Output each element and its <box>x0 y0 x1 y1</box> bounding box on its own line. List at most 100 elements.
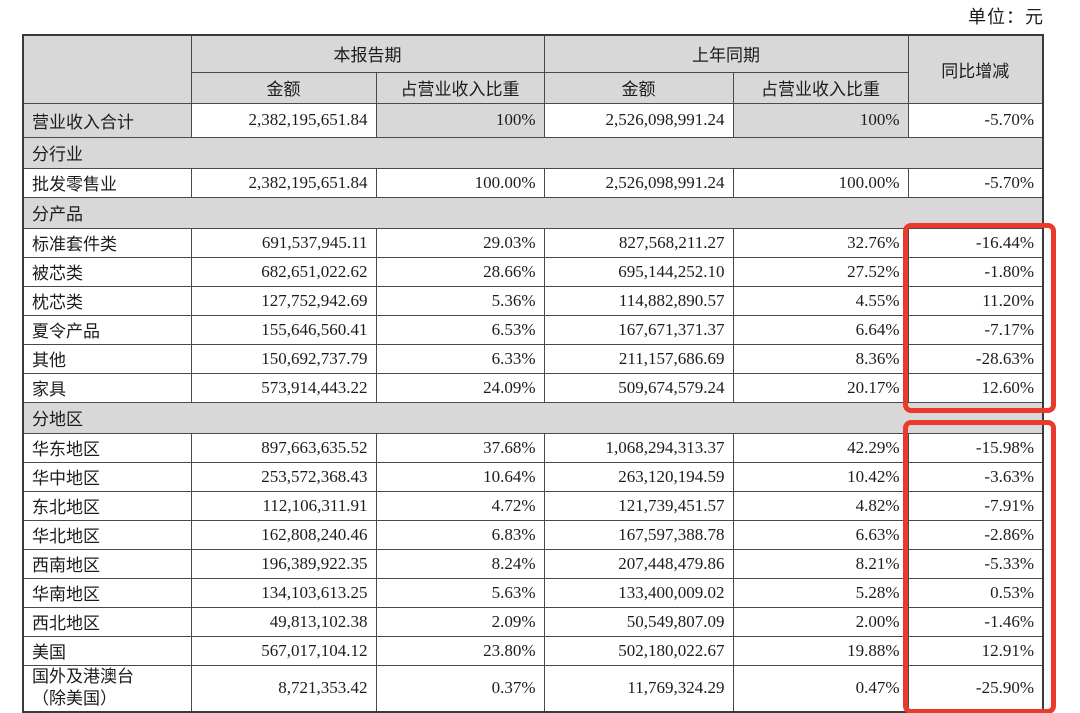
current-amount-cell: 162,808,240.46 <box>190 519 377 550</box>
section-row: 分地区 <box>22 401 1044 434</box>
prior-amount-cell: 502,180,022.67 <box>543 635 734 666</box>
yoy-cell: -1.80% <box>907 256 1044 287</box>
prior-pct-cell: 6.64% <box>732 314 909 345</box>
current-amount-header: 金额 <box>190 71 377 104</box>
current-amount-cell: 49,813,102.38 <box>190 606 377 637</box>
prior-amount-cell: 114,882,890.57 <box>543 285 734 316</box>
row-label: 美国 <box>22 635 192 666</box>
table-row: 华东地区 897,663,635.52 37.68% 1,068,294,313.37… <box>22 432 1044 463</box>
prior-amount-cell: 2,526,098,991.24 <box>543 102 734 138</box>
section-label: 分地区 <box>22 401 1044 434</box>
current-pct-cell: 23.80% <box>375 635 545 666</box>
row-label: 枕芯类 <box>22 285 192 316</box>
row-label: 华中地区 <box>22 461 192 492</box>
table-row: 美国 567,017,104.12 23.80% 502,180,022.67 19.8… <box>22 635 1044 666</box>
current-pct-cell: 24.09% <box>375 372 545 403</box>
yoy-cell: -3.63% <box>907 461 1044 492</box>
current-amount-cell: 897,663,635.52 <box>190 432 377 463</box>
table-row: 枕芯类 127,752,942.69 5.36% 114,882,890.57 4.55… <box>22 285 1044 316</box>
current-pct-cell: 28.66% <box>375 256 545 287</box>
row-label: 批发零售业 <box>22 167 192 198</box>
current-pct-header: 占营业收入比重 <box>375 71 545 104</box>
prior-amount-cell: 11,769,324.29 <box>543 664 734 713</box>
current-amount-cell: 567,017,104.12 <box>190 635 377 666</box>
yoy-cell: -7.17% <box>907 314 1044 345</box>
prior-amount-cell: 827,568,211.27 <box>543 227 734 258</box>
prior-amount-cell: 167,671,371.37 <box>543 314 734 345</box>
prior-amount-cell: 695,144,252.10 <box>543 256 734 287</box>
table-row: 西南地区 196,389,922.35 8.24% 207,448,479.86 8.2… <box>22 548 1044 579</box>
current-pct-cell: 6.33% <box>375 343 545 374</box>
row-label-line1: 国外及港澳台 <box>32 666 134 686</box>
table-row: 华中地区 253,572,368.43 10.64% 263,120,194.59 10… <box>22 461 1044 492</box>
prior-amount-cell: 211,157,686.69 <box>543 343 734 374</box>
prior-pct-cell: 8.21% <box>732 548 909 579</box>
prior-pct-cell: 8.36% <box>732 343 909 374</box>
prior-pct-cell: 0.47% <box>732 664 909 713</box>
table-body: 营业收入合计 2,382,195,651.84 100% 2,526,098,991.… <box>22 102 1044 713</box>
current-amount-cell: 2,382,195,651.84 <box>190 102 377 138</box>
prior-amount-cell: 167,597,388.78 <box>543 519 734 550</box>
current-pct-cell: 5.36% <box>375 285 545 316</box>
section-row: 分行业 <box>22 136 1044 169</box>
prior-pct-cell: 10.42% <box>732 461 909 492</box>
current-amount-cell: 573,914,443.22 <box>190 372 377 403</box>
row-label: 西南地区 <box>22 548 192 579</box>
prior-pct-cell: 32.76% <box>732 227 909 258</box>
prior-pct-cell: 20.17% <box>732 372 909 403</box>
prior-pct-cell: 4.82% <box>732 490 909 521</box>
table-header: 本报告期 上年同期 同比增减 金额 占营业收入比重 金额 占营业收入比重 <box>22 34 1044 104</box>
current-pct-cell: 10.64% <box>375 461 545 492</box>
current-pct-cell: 2.09% <box>375 606 545 637</box>
yoy-cell: -7.91% <box>907 490 1044 521</box>
current-amount-cell: 150,692,737.79 <box>190 343 377 374</box>
prior-pct-cell: 6.63% <box>732 519 909 550</box>
yoy-cell: -16.44% <box>907 227 1044 258</box>
yoy-cell: 12.91% <box>907 635 1044 666</box>
row-label: 被芯类 <box>22 256 192 287</box>
row-label: 东北地区 <box>22 490 192 521</box>
prior-pct-header: 占营业收入比重 <box>732 71 909 104</box>
table-row: 华北地区 162,808,240.46 6.83% 167,597,388.78 6.6… <box>22 519 1044 550</box>
current-pct-cell: 100.00% <box>375 167 545 198</box>
prior-amount-cell: 207,448,479.86 <box>543 548 734 579</box>
current-pct-cell: 100% <box>375 102 545 138</box>
row-label: 标准套件类 <box>22 227 192 258</box>
current-pct-cell: 8.24% <box>375 548 545 579</box>
prior-pct-cell: 5.28% <box>732 577 909 608</box>
section-label: 分行业 <box>22 136 1044 169</box>
current-amount-cell: 155,646,560.41 <box>190 314 377 345</box>
prior-pct-cell: 2.00% <box>732 606 909 637</box>
current-pct-cell: 6.83% <box>375 519 545 550</box>
prior-amount-cell: 509,674,579.24 <box>543 372 734 403</box>
prior-amount-header: 金额 <box>543 71 734 104</box>
table-row: 批发零售业 2,382,195,651.84 100.00% 2,526,098,99… <box>22 167 1044 198</box>
yoy-cell: -5.70% <box>907 102 1044 138</box>
yoy-cell: -15.98% <box>907 432 1044 463</box>
row-label-line2: （除美国） <box>32 689 117 709</box>
prior-amount-cell: 133,400,009.02 <box>543 577 734 608</box>
prior-pct-cell: 27.52% <box>732 256 909 287</box>
corner-header-cell <box>22 34 192 104</box>
current-amount-cell: 253,572,368.43 <box>190 461 377 492</box>
table-row: 其他 150,692,737.79 6.33% 211,157,686.69 8.36%… <box>22 343 1044 374</box>
table-row: 营业收入合计 2,382,195,651.84 100% 2,526,098,991.… <box>22 102 1044 138</box>
table-row: 家具 573,914,443.22 24.09% 509,674,579.24 20.1… <box>22 372 1044 403</box>
current-amount-cell: 196,389,922.35 <box>190 548 377 579</box>
section-row: 分产品 <box>22 196 1044 229</box>
prior-pct-cell: 4.55% <box>732 285 909 316</box>
current-pct-cell: 0.37% <box>375 664 545 713</box>
table-row: 东北地区 112,106,311.91 4.72% 121,739,451.57 4.8… <box>22 490 1044 521</box>
current-pct-cell: 5.63% <box>375 577 545 608</box>
table-row: 夏令产品 155,646,560.41 6.53% 167,671,371.37 6.6… <box>22 314 1044 345</box>
current-period-header: 本报告期 <box>190 34 545 73</box>
table-row: 国外及港澳台 （除美国） 8,721,353.42 0.37% 11,769,324.2… <box>22 664 1044 713</box>
prior-amount-cell: 50,549,807.09 <box>543 606 734 637</box>
row-label: 华北地区 <box>22 519 192 550</box>
row-label: 营业收入合计 <box>22 102 192 138</box>
yoy-cell: 11.20% <box>907 285 1044 316</box>
unit-label: 单位：元 <box>968 7 1044 27</box>
table-row: 标准套件类 691,537,945.11 29.03% 827,568,211.27 3… <box>22 227 1044 258</box>
yoy-cell: 12.60% <box>907 372 1044 403</box>
current-amount-cell: 8,721,353.42 <box>190 664 377 713</box>
